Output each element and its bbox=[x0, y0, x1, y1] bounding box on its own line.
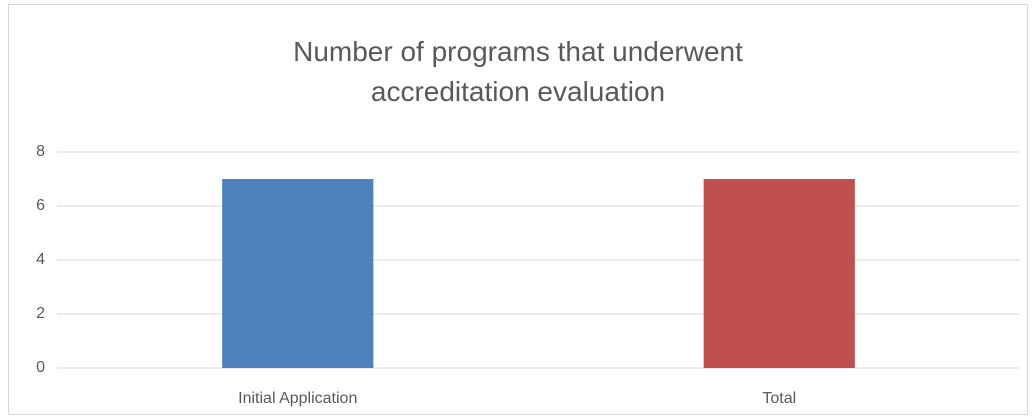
y-tick-label: 6 bbox=[36, 197, 45, 214]
bar bbox=[703, 179, 855, 368]
y-tick-label: 2 bbox=[36, 305, 45, 322]
x-tick-label: Initial Application bbox=[238, 390, 357, 407]
y-tick-label: 4 bbox=[36, 251, 45, 268]
chart-border bbox=[8, 4, 1028, 415]
y-tick-label: 8 bbox=[36, 143, 45, 160]
x-tick-label: Total bbox=[762, 390, 796, 407]
chart-title: Number of programs that underwent accred… bbox=[293, 36, 743, 107]
y-tick-label: 0 bbox=[36, 359, 45, 376]
bar bbox=[222, 179, 374, 368]
